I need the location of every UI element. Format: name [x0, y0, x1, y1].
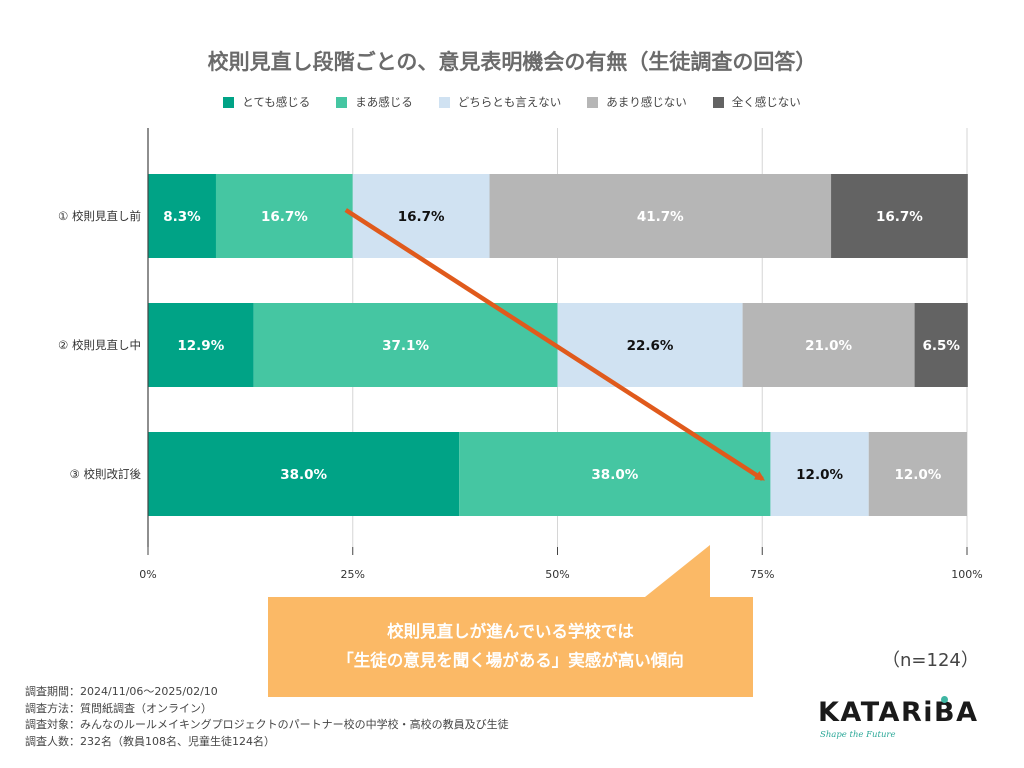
x-tick-label: 50%: [545, 568, 569, 581]
callout-line-1: 校則見直しが進んでいる学校では: [387, 622, 634, 642]
footnote-count: 調査人数：232名（教員108名、児童生徒124名）: [25, 734, 275, 748]
legend-swatch: [223, 96, 235, 108]
data-label: 12.0%: [894, 467, 941, 483]
legend-swatch: [712, 96, 724, 108]
stacked-bar-chart: 8.3% 16.7% 16.7% 41.7% 16.7% 12.9% 37.1% 22.6% 2…: [58, 128, 983, 581]
legend-label: あまり感じない: [606, 95, 687, 109]
footnote-period: 調査期間：2024/11/06〜2025/02/10: [25, 685, 218, 698]
legend-swatch: [587, 96, 599, 108]
data-label: 38.0%: [280, 467, 327, 483]
x-tick-label: 100%: [951, 568, 982, 581]
data-label: 12.9%: [177, 338, 224, 354]
sample-size: （n=124）: [882, 650, 979, 671]
bar-segment: [148, 174, 216, 258]
bar-segment: [557, 303, 743, 387]
bar-segment: [742, 303, 915, 387]
x-tick-label: 0%: [139, 568, 156, 581]
data-label: 41.7%: [637, 209, 684, 225]
data-label: 8.3%: [163, 209, 201, 225]
bar-segment: [215, 174, 353, 258]
x-tick-label: 25%: [341, 568, 365, 581]
legend-label: とても感じる: [242, 95, 311, 109]
legend-item: あまり感じない: [587, 94, 687, 110]
footnote-target: 調査対象：みんなのルールメイキングプロジェクトのパートナー校の中学校・高校の教員…: [25, 718, 509, 731]
legend: とても感じる まあ感じる どちらとも言えない あまり感じない 全く感じない: [0, 94, 1024, 110]
legend-label: まあ感じる: [355, 95, 413, 109]
katariba-logo: KATARiBA Shape the Future: [818, 696, 998, 740]
callout-box: 校則見直しが進んでいる学校では 「生徒の意見を聞く場がある」実感が高い傾向: [268, 597, 753, 697]
data-label: 12.0%: [796, 467, 843, 483]
data-label: 37.1%: [382, 338, 429, 354]
data-label: 16.7%: [876, 209, 923, 225]
footnote-method: 調査方法：質問紙調査（オンライン）: [25, 701, 212, 715]
legend-swatch: [438, 96, 450, 108]
data-label: 16.7%: [398, 209, 445, 225]
legend-item: どちらとも言えない: [438, 94, 562, 110]
trend-arrow: [344, 208, 765, 481]
data-label: 38.0%: [591, 467, 638, 483]
logo-accent-dot: [941, 696, 948, 703]
legend-item: 全く感じない: [712, 94, 801, 110]
bar-segment: [914, 303, 968, 387]
bar-segment: [831, 174, 968, 258]
bar-segment: [148, 432, 460, 516]
category-label: ① 校則見直し前: [58, 209, 141, 223]
bar-segment: [459, 432, 771, 516]
bar-segment: [253, 303, 558, 387]
bar-segment: [770, 432, 869, 516]
x-tick-label: 75%: [750, 568, 774, 581]
data-label: 22.6%: [627, 338, 674, 354]
legend-item: とても感じる: [223, 94, 310, 110]
data-label: 6.5%: [922, 338, 960, 354]
bar-segment: [352, 174, 490, 258]
chart-title: 校則見直し段階ごとの、意見表明機会の有無（生徒調査の回答）: [207, 50, 817, 74]
callout-pointer: [640, 545, 710, 601]
legend-swatch: [336, 96, 348, 108]
bar-segment: [868, 432, 967, 516]
callout-line-2: 「生徒の意見を聞く場がある」実感が高い傾向: [337, 651, 684, 670]
legend-item: まあ感じる: [336, 94, 413, 110]
category-label: ③ 校則改訂後: [70, 467, 142, 481]
legend-label: どちらとも言えない: [457, 95, 562, 109]
footnotes: 調査期間：2024/11/06〜2025/02/10 調査方法：質問紙調査（オン…: [25, 684, 509, 750]
logo-wordmark: KATARiBA: [818, 696, 979, 728]
bar-segment: [148, 303, 254, 387]
bar-segment: [489, 174, 832, 258]
data-label: 16.7%: [261, 209, 308, 225]
data-label: 21.0%: [805, 338, 852, 354]
category-label: ② 校則見直し中: [58, 338, 141, 352]
legend-label: 全く感じない: [731, 95, 801, 109]
logo-tagline: Shape the Future: [820, 730, 896, 740]
